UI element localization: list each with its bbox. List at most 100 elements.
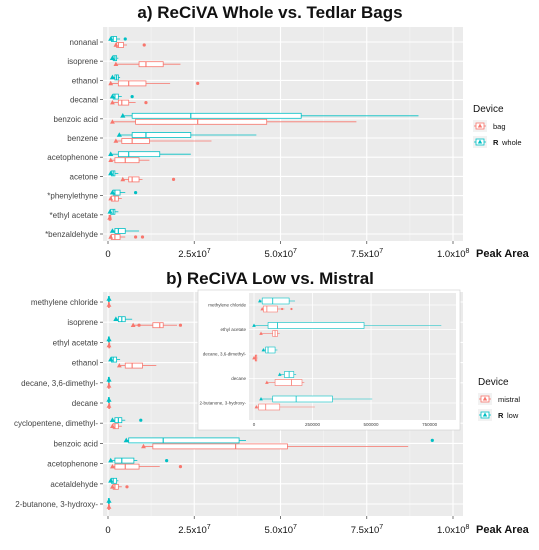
chart2-series2-point (109, 417, 116, 422)
chart1-legend-label: whole (501, 138, 522, 147)
chart2-series2-point (106, 377, 112, 382)
inset-series1-outlier (290, 307, 293, 311)
chart1-series1-point (120, 176, 126, 182)
chart2-series1-point (106, 342, 112, 348)
chart2-series1-outlier (178, 323, 183, 327)
chart2-series2-point (108, 478, 114, 483)
inset-series1-outlier (280, 307, 284, 311)
chart2-legend-marker-text: R (498, 411, 504, 420)
chart1-category-label: *benzaldehyde (45, 230, 98, 239)
chart2-series2-point (108, 457, 114, 463)
chart1-series1-box (138, 61, 164, 68)
chart2-series1-box (152, 322, 164, 329)
chart2-series2-outlier (430, 438, 434, 442)
inset-series2-point (259, 397, 263, 401)
chart1-category-label: benzoic acid (54, 115, 98, 124)
chart1-category-label: nonanal (70, 38, 99, 47)
chart1-series2-box (114, 228, 126, 234)
chart2-series1-outlier (178, 465, 183, 469)
chart1-series1-outlier (134, 235, 138, 239)
chart2-legend-title: Device (478, 377, 509, 388)
chart1-category-label: benzene (67, 134, 98, 143)
chart2-series1-point (110, 423, 115, 428)
chart1-category-label: ethanol (72, 76, 98, 85)
chart1-series1-point (108, 196, 114, 201)
chart1-series2-outlier (134, 191, 138, 195)
inset-series1-point (259, 331, 263, 335)
chart1-series2-point (116, 132, 122, 137)
inset-series2-box (267, 322, 365, 329)
chart2-category-label: isoprene (67, 318, 98, 327)
chart2-series2-box (114, 457, 135, 464)
chart1-series1-point (107, 215, 113, 220)
inset-series2-box (272, 395, 333, 403)
chart1-series2-box (117, 151, 161, 158)
chart1-series2-outlier (123, 37, 127, 41)
chart1-series1-point (110, 100, 115, 105)
inset-series1-point (254, 405, 259, 409)
chart2-category-label: decane (72, 399, 99, 408)
chart1-series2-point (109, 189, 116, 195)
chart2-series2-point (106, 336, 112, 342)
inset-series2-point (258, 299, 262, 303)
chart1-category-label: acetophenone (47, 153, 98, 162)
chart2-series1-box (152, 443, 288, 450)
chart1-series1-box (121, 138, 150, 144)
inset-series2-point (277, 372, 282, 376)
chart1-series1-outlier (140, 235, 145, 239)
chart2-series1-point (106, 383, 112, 388)
inset-series2-point (252, 323, 256, 327)
chart2-series1-outlier (137, 323, 141, 327)
chart2-series1-point (106, 302, 112, 307)
inset-series1-point (252, 356, 256, 360)
chart1-series2-point (109, 93, 116, 99)
chart1-x-tick-label: 2.5x107 (178, 248, 211, 260)
chart2-series2-outlier (139, 418, 143, 422)
chart2-legend-label: mistral (498, 395, 520, 404)
inset-category-label: decane, 3,6-dimethyl- (203, 352, 247, 357)
chart2-legend-label: low (507, 411, 519, 420)
inset-series1-box (258, 403, 281, 411)
inset-series1-point (260, 307, 264, 311)
chart2-x-tick-label: 7.5x107 (351, 524, 384, 536)
chart2-category-label: 2-butanone, 3-hydroxy- (15, 500, 98, 509)
chart2-series1-point (141, 443, 146, 449)
chart1-legend-marker-text: R (493, 138, 499, 147)
chart1-x-tick-label: 7.5x107 (351, 248, 384, 260)
chart2-x-tick-label: 2.5x107 (178, 524, 211, 536)
chart2-series2-point (106, 296, 112, 301)
chart1-series2-outlier (130, 95, 134, 99)
chart1-series2-point (108, 170, 114, 176)
chart1-series1-box (117, 99, 130, 106)
chart1-series1-box (114, 157, 140, 164)
chart1-legend-title: Device (473, 104, 504, 115)
chart1-series2-box (131, 132, 192, 138)
chart2-category-label: cyclopentene, dimethyl- (14, 419, 98, 428)
chart1-series1-point (110, 119, 115, 124)
chart1-category-label: decanal (70, 96, 98, 105)
chart1-series1-outlier (196, 81, 200, 85)
chart1-series1-outlier (171, 177, 176, 181)
chart1-legend-key-marker (477, 123, 483, 128)
chart2-series2-box (128, 437, 240, 444)
chart1-series2-point (108, 36, 114, 41)
inset-x-tick-label: 500000 (364, 422, 380, 427)
inset-series2-point (261, 348, 266, 352)
chart2-x-tick-label: 5.0x107 (265, 524, 298, 536)
inset-x-tick-label: 750000 (422, 422, 438, 427)
chart2-x-tick-label: 0 (105, 525, 110, 536)
chart1-series1-point (108, 157, 114, 162)
chart1-x-tick-label: 5.0x107 (265, 248, 298, 260)
chart2-series2-outlier (165, 459, 169, 463)
inset-category-label: decane (231, 376, 246, 381)
chart2-series2-point (123, 437, 129, 443)
inset-series1-box (263, 305, 278, 313)
inset-series1-point (265, 380, 269, 384)
chart1-series1-box (117, 80, 147, 87)
chart1-x-axis-title: Peak Area (476, 248, 530, 260)
chart2-category-label: decane, 3,6-dimethyl- (21, 379, 98, 388)
chart1-x-tick-label: 0 (105, 249, 110, 260)
chart1-category-label: *phenylethyne (47, 192, 98, 201)
chart2-series1-point (106, 504, 112, 509)
